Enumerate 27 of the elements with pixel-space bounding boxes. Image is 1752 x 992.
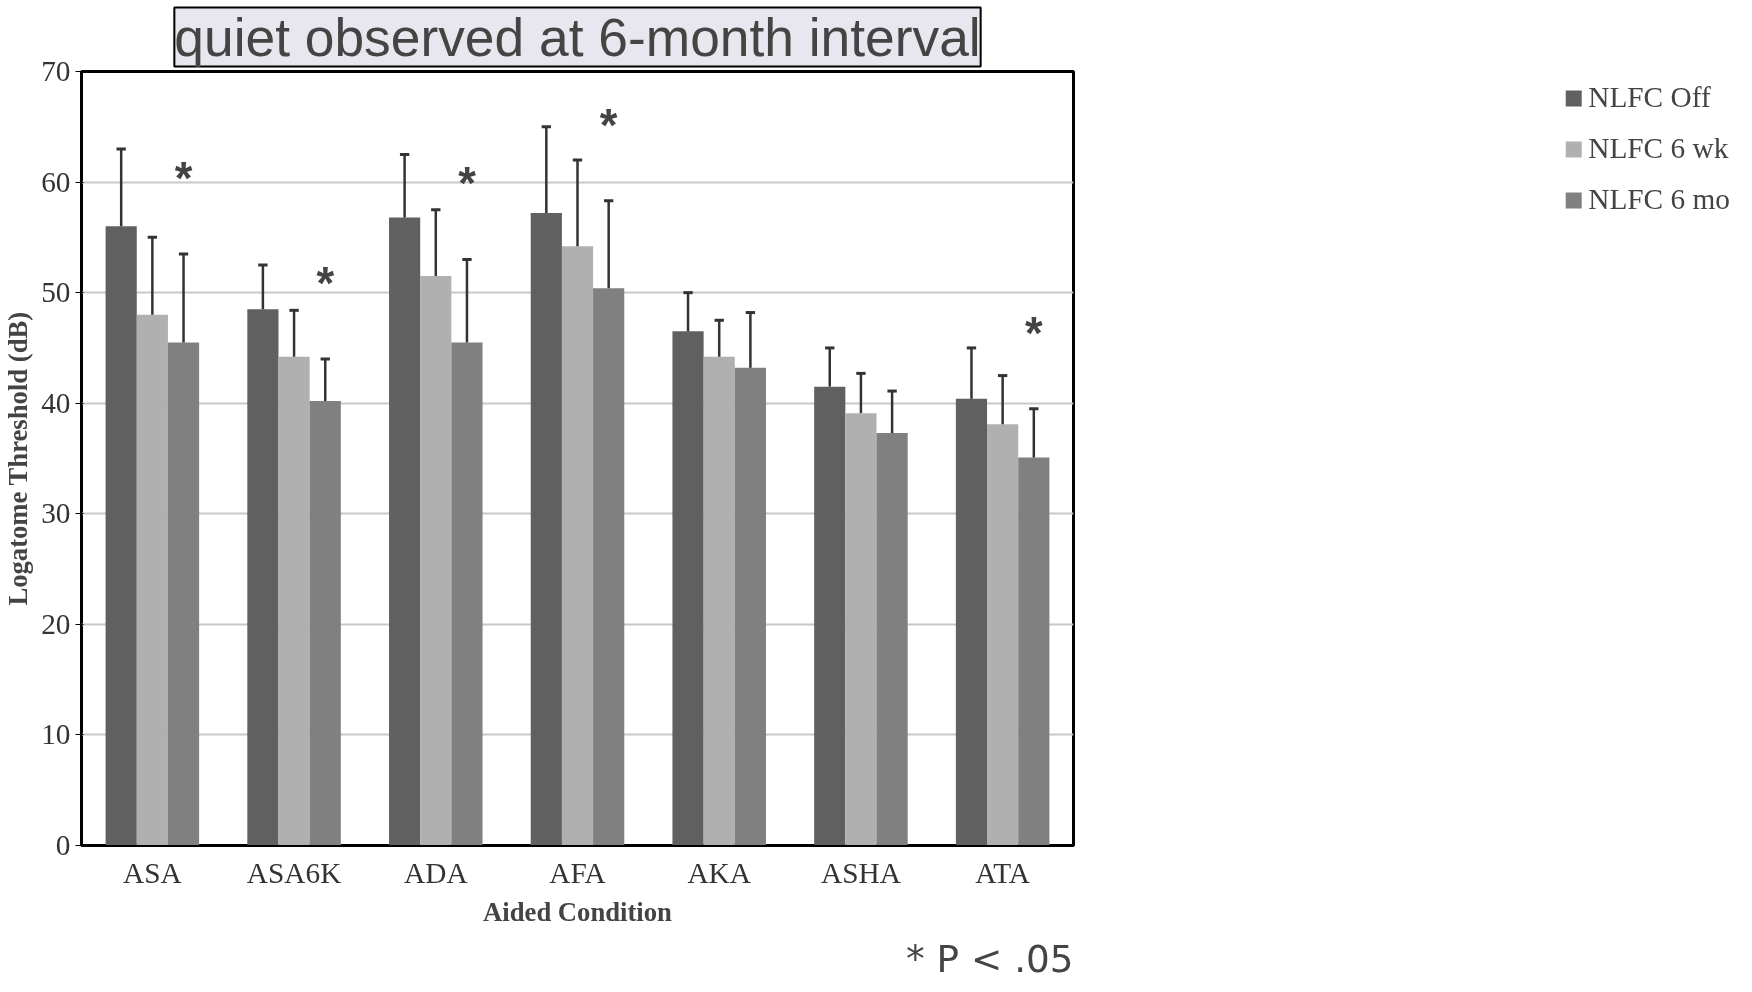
y-tick-label: 60 [41,165,71,198]
y-tick-label: 20 [41,607,71,640]
annotation: * [316,257,335,309]
chart-title: quiet observed at 6-month interval [174,7,981,67]
annotation: * [458,158,477,210]
x-tick-label: AFA [549,856,606,889]
y-tick-label: 0 [55,829,71,861]
legend-label: NLFC 6 mo [1588,183,1730,216]
y-tick-label: 50 [41,276,71,309]
y-axis-title: Logatome Threshold (dB) [3,311,34,606]
annotation: * [599,99,618,151]
x-tick-label: ATA [975,856,1030,889]
annotation: * [174,152,193,204]
x-tick-label: ASHA [821,856,901,889]
annotation: * [1025,307,1043,359]
x-tick-label: ADA [404,856,468,889]
y-tick-label: 30 [41,497,71,530]
legend-label: NLFC 6 wk [1588,132,1729,165]
text: * P < .05 [906,936,1074,981]
y-tick-label: 40 [41,386,71,419]
x-axis-title: Aided Condition [483,896,673,927]
y-tick-label: 70 [41,55,71,87]
x-tick-label: AKA [687,856,751,889]
legend-label: NLFC Off [1588,81,1711,114]
x-tick-label: ASA6K [246,856,342,889]
y-tick-label: 10 [41,718,71,751]
x-tick-label: ASA [123,856,182,889]
